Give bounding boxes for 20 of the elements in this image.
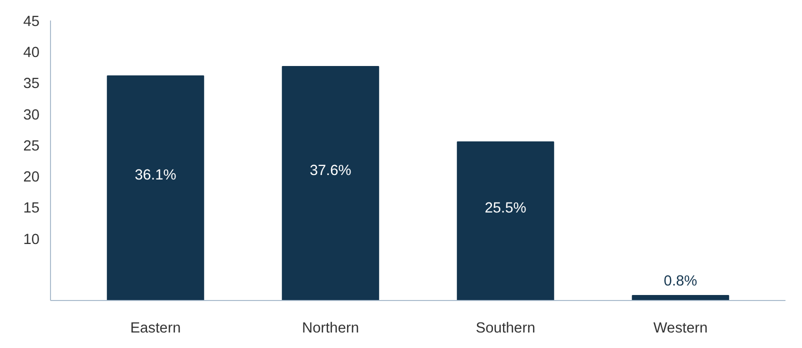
y-tick-label: 45: [23, 14, 40, 30]
x-tick-label: Western: [653, 320, 708, 336]
data-label: 36.1%: [134, 168, 176, 184]
data-label: 37.6%: [310, 163, 352, 180]
y-tick-label: 10: [23, 232, 40, 248]
y-tick-label: 25: [23, 138, 40, 154]
bar: [106, 75, 204, 300]
bar: [632, 295, 730, 300]
data-label: 25.5%: [484, 200, 526, 217]
y-tick-label: 15: [23, 200, 40, 217]
x-tick-label: Southern: [476, 320, 536, 336]
y-tick-label: 40: [23, 45, 40, 62]
x-tick-label: Northern: [302, 320, 360, 336]
x-tick-label: Eastern: [130, 320, 181, 336]
data-label: 0.8%: [664, 273, 698, 290]
y-tick-label: 35: [23, 76, 40, 92]
y-tick-label: 20: [23, 170, 40, 186]
bar: [456, 141, 554, 300]
y-tick-label: 30: [23, 107, 40, 124]
bar: [282, 66, 380, 300]
